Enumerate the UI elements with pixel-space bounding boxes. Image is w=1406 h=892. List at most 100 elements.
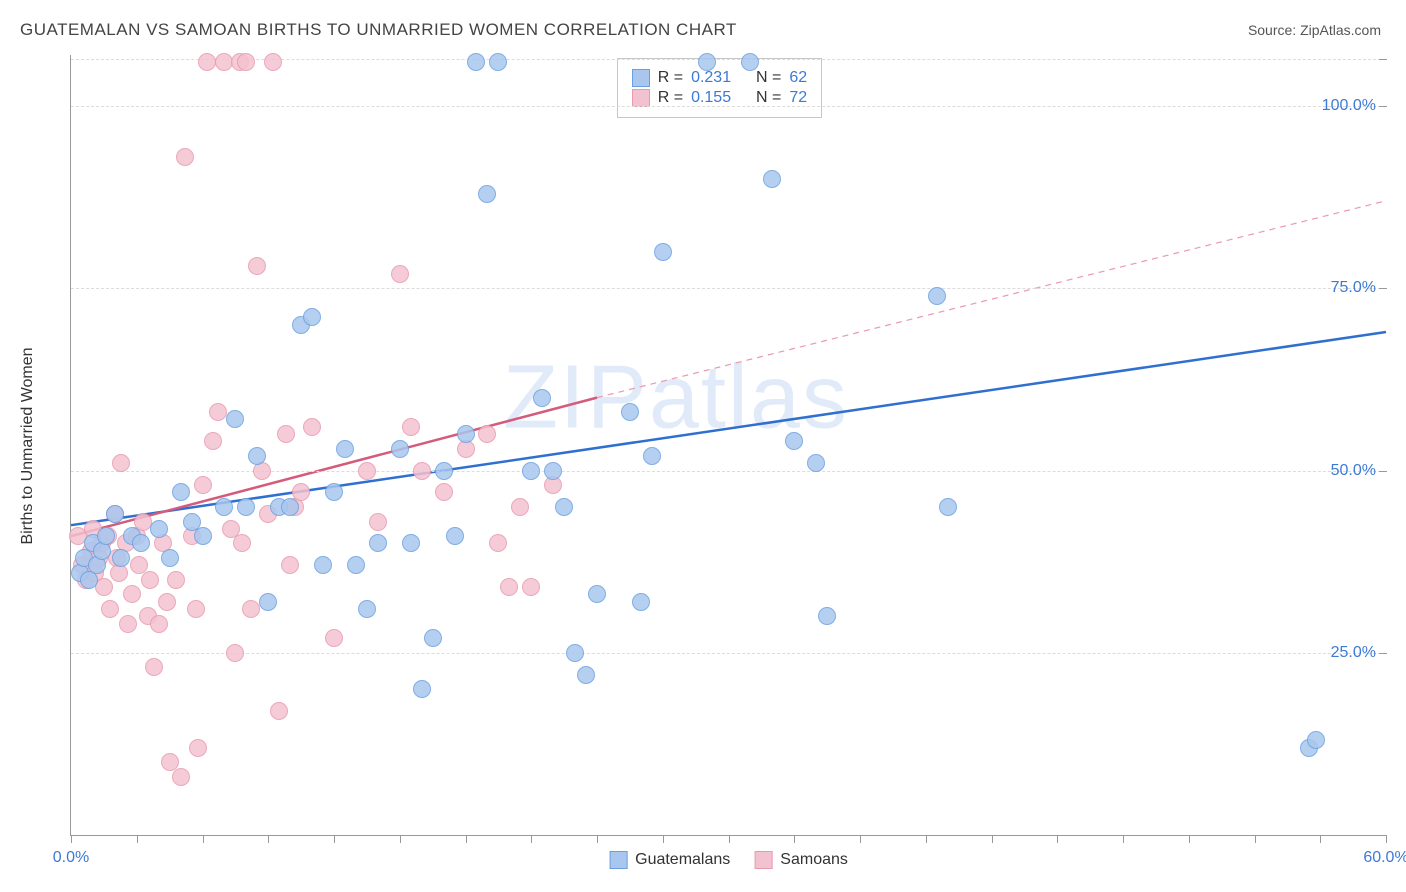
data-point-samoans	[123, 585, 141, 603]
ytick	[1379, 106, 1387, 107]
data-point-samoans	[270, 702, 288, 720]
data-point-samoans	[489, 534, 507, 552]
xtick	[531, 835, 532, 843]
data-point-guatemalans	[281, 498, 299, 516]
xtick	[1123, 835, 1124, 843]
data-point-samoans	[402, 418, 420, 436]
xtick	[1057, 835, 1058, 843]
data-point-samoans	[119, 615, 137, 633]
data-point-samoans	[237, 53, 255, 71]
legend-stats-box: R = 0.231 N = 62 R = 0.155 N = 72	[617, 58, 822, 118]
xtick	[137, 835, 138, 843]
data-point-guatemalans	[522, 462, 540, 480]
legend-item-guatemalans: Guatemalans	[609, 851, 730, 869]
data-point-guatemalans	[478, 185, 496, 203]
data-point-samoans	[358, 462, 376, 480]
data-point-samoans	[167, 571, 185, 589]
legend-stat-row-samoans: R = 0.155 N = 72	[632, 89, 807, 107]
data-point-guatemalans	[194, 527, 212, 545]
xtick	[268, 835, 269, 843]
data-point-guatemalans	[259, 593, 277, 611]
ytick-label: 100.0%	[1322, 97, 1376, 115]
data-point-guatemalans	[303, 308, 321, 326]
data-point-guatemalans	[424, 629, 442, 647]
data-point-guatemalans	[467, 53, 485, 71]
data-point-samoans	[281, 556, 299, 574]
ytick	[1379, 59, 1387, 60]
data-point-guatemalans	[643, 447, 661, 465]
swatch-samoans	[632, 89, 650, 107]
data-point-guatemalans	[369, 534, 387, 552]
data-point-samoans	[522, 578, 540, 596]
data-point-guatemalans	[347, 556, 365, 574]
xtick	[1320, 835, 1321, 843]
ytick-label: 75.0%	[1331, 279, 1376, 297]
data-point-guatemalans	[939, 498, 957, 516]
data-point-samoans	[478, 425, 496, 443]
xtick	[926, 835, 927, 843]
plot-area: ZIPatlas R = 0.231 N = 62 R = 0.155 N = …	[70, 55, 1386, 836]
data-point-guatemalans	[457, 425, 475, 443]
xtick	[400, 835, 401, 843]
data-point-samoans	[172, 768, 190, 786]
data-point-guatemalans	[325, 483, 343, 501]
swatch-guatemalans	[632, 69, 650, 87]
data-point-samoans	[95, 578, 113, 596]
xtick	[860, 835, 861, 843]
data-point-samoans	[194, 476, 212, 494]
xtick	[597, 835, 598, 843]
data-point-guatemalans	[818, 607, 836, 625]
y-axis-title: Births to Unmarried Women	[19, 347, 37, 544]
data-point-samoans	[242, 600, 260, 618]
data-point-guatemalans	[106, 505, 124, 523]
data-point-guatemalans	[533, 389, 551, 407]
data-point-samoans	[189, 739, 207, 757]
data-point-guatemalans	[588, 585, 606, 603]
data-point-samoans	[264, 53, 282, 71]
data-point-samoans	[325, 629, 343, 647]
ytick-label: 50.0%	[1331, 462, 1376, 480]
data-point-samoans	[198, 53, 216, 71]
data-point-guatemalans	[654, 243, 672, 261]
xtick	[663, 835, 664, 843]
swatch-samoans	[754, 851, 772, 869]
data-point-samoans	[209, 403, 227, 421]
data-point-guatemalans	[621, 403, 639, 421]
data-point-guatemalans	[698, 53, 716, 71]
data-point-samoans	[101, 600, 119, 618]
gridline	[71, 106, 1386, 107]
xtick-label: 60.0%	[1363, 849, 1406, 867]
data-point-guatemalans	[237, 498, 255, 516]
data-point-samoans	[511, 498, 529, 516]
data-point-guatemalans	[215, 498, 233, 516]
data-point-samoans	[145, 658, 163, 676]
data-point-guatemalans	[391, 440, 409, 458]
ytick	[1379, 288, 1387, 289]
gridline	[71, 653, 1386, 654]
data-point-samoans	[233, 534, 251, 552]
swatch-guatemalans	[609, 851, 627, 869]
data-point-samoans	[277, 425, 295, 443]
data-point-samoans	[226, 644, 244, 662]
legend-label: Guatemalans	[635, 851, 730, 869]
ytick-label: 25.0%	[1331, 644, 1376, 662]
xtick	[794, 835, 795, 843]
source-label: Source: ZipAtlas.com	[1248, 22, 1381, 38]
data-point-samoans	[141, 571, 159, 589]
ytick	[1379, 653, 1387, 654]
trend-lines	[71, 55, 1386, 835]
data-point-guatemalans	[489, 53, 507, 71]
xtick	[71, 835, 72, 843]
legend-stat-row-guatemalans: R = 0.231 N = 62	[632, 69, 807, 87]
xtick	[992, 835, 993, 843]
data-point-samoans	[176, 148, 194, 166]
data-point-samoans	[248, 257, 266, 275]
xtick	[334, 835, 335, 843]
data-point-guatemalans	[97, 527, 115, 545]
data-point-guatemalans	[544, 462, 562, 480]
data-point-guatemalans	[336, 440, 354, 458]
data-point-guatemalans	[172, 483, 190, 501]
data-point-guatemalans	[807, 454, 825, 472]
ytick	[1379, 471, 1387, 472]
data-point-guatemalans	[402, 534, 420, 552]
